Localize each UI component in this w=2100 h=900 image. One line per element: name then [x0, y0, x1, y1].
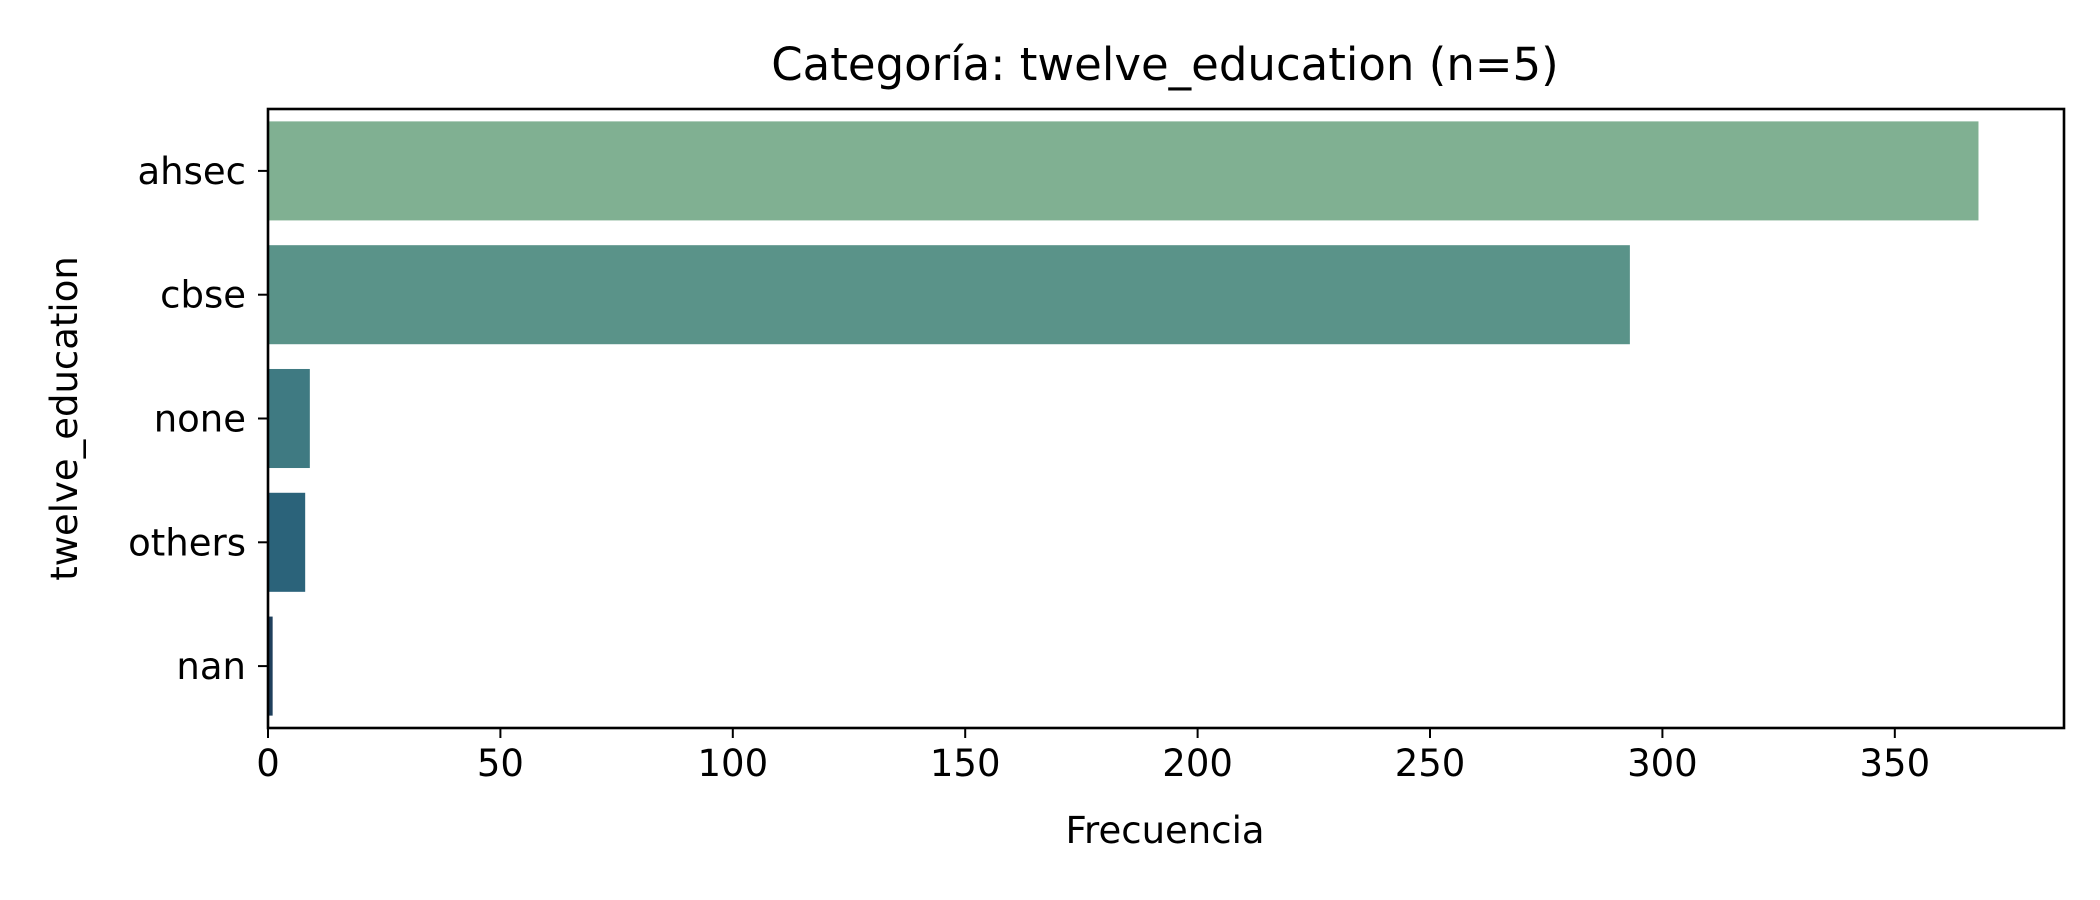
y-tick-label: ahsec [137, 150, 246, 193]
x-tick-label: 150 [930, 742, 1001, 785]
x-tick-label: 50 [477, 742, 524, 785]
x-tick-label: 100 [697, 742, 768, 785]
bar-none [268, 368, 310, 469]
x-tick-label: 250 [1395, 742, 1466, 785]
x-tick-label: 0 [256, 742, 280, 785]
bar-others [268, 492, 306, 592]
bar-ahsec [268, 121, 1979, 221]
x-axis: 0 50 100 150 200 250 300 350 [256, 728, 1930, 785]
x-tick-label: 300 [1627, 742, 1698, 785]
y-tick-label: others [128, 521, 246, 564]
y-axis: ahsec cbse none others nan [128, 150, 268, 688]
x-tick-label: 350 [1859, 742, 1930, 785]
y-tick-label: cbse [160, 274, 246, 317]
bar-nan [268, 616, 273, 716]
bar-cbse [268, 245, 1630, 345]
bars [268, 121, 1979, 716]
x-tick-label: 200 [1162, 742, 1233, 785]
y-tick-label: none [154, 398, 246, 441]
y-tick-label: nan [176, 645, 246, 688]
chart-title: Categoría: twelve_education (n=5) [771, 38, 1558, 91]
x-axis-label: Frecuencia [1065, 809, 1264, 852]
y-axis-label: twelve_education [43, 256, 86, 581]
